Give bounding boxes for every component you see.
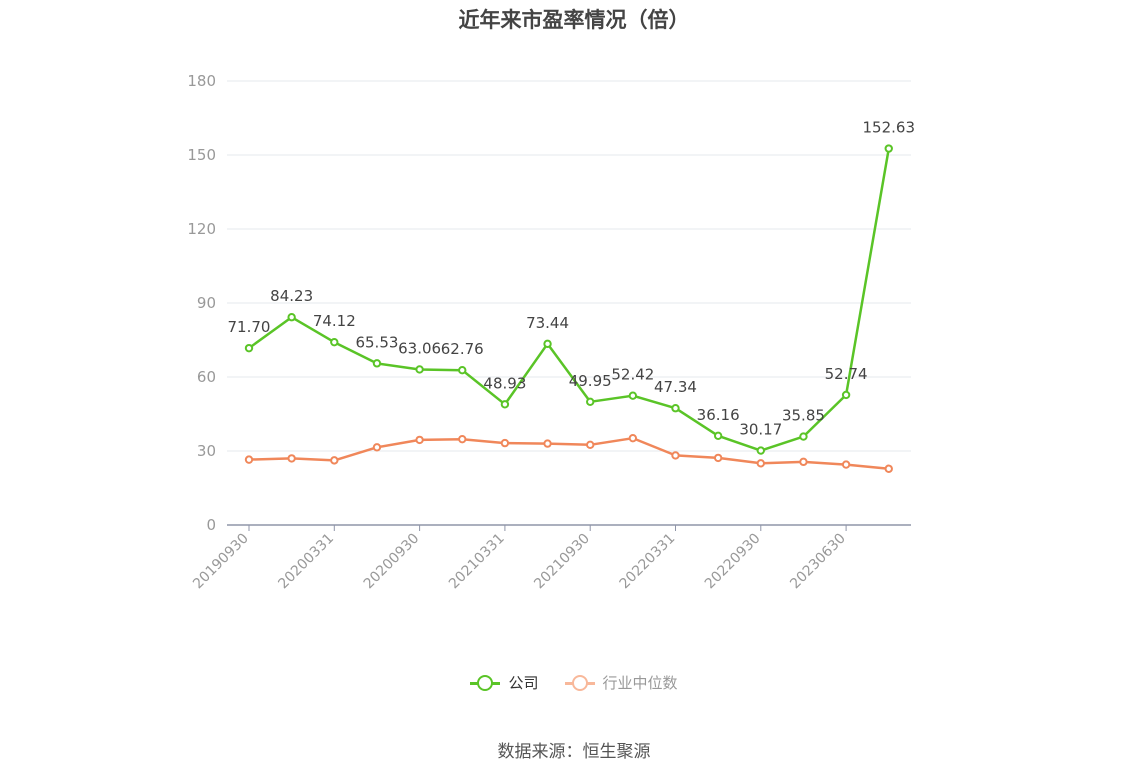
legend-company-label: 公司 bbox=[508, 674, 539, 692]
company-point bbox=[884, 144, 893, 153]
legend-item-industry-median[interactable]: 行业中位数 bbox=[564, 672, 678, 693]
grid-lines bbox=[227, 80, 911, 452]
company-data-label: 62.76 bbox=[441, 340, 484, 358]
industry-median-point bbox=[244, 455, 254, 464]
company-data-label: 49.95 bbox=[569, 372, 612, 390]
company-point bbox=[543, 339, 552, 349]
industry-median-point bbox=[458, 434, 467, 444]
industry-median-point bbox=[799, 457, 808, 467]
data-source: 数据来源：恒生聚源 bbox=[497, 742, 651, 762]
company-point bbox=[415, 365, 424, 374]
y-tick-label: 90 bbox=[197, 294, 216, 312]
industry-median-point bbox=[628, 433, 638, 443]
x-tick-label: 20200930 bbox=[361, 531, 423, 593]
company-point bbox=[458, 365, 467, 375]
series-lines bbox=[244, 144, 893, 473]
industry-median-point bbox=[713, 453, 723, 463]
company-point bbox=[628, 391, 638, 400]
x-tick-label: 20200331 bbox=[275, 531, 337, 593]
company-point bbox=[756, 446, 765, 455]
industry-median-point bbox=[330, 456, 339, 465]
x-tick-label: 20210331 bbox=[446, 531, 508, 593]
company-point bbox=[586, 397, 595, 406]
x-axis: 20190930 20200331 20200930 20210331 20210930… bbox=[190, 524, 911, 593]
legend-company-marker-icon bbox=[470, 674, 501, 691]
company-data-label: 52.42 bbox=[611, 366, 654, 384]
company-point bbox=[330, 337, 339, 347]
industry-median-point bbox=[586, 440, 595, 450]
industry-median-point bbox=[415, 435, 424, 445]
x-tick-label: 20190930 bbox=[190, 531, 252, 593]
x-tick-label: 20210930 bbox=[531, 531, 593, 593]
y-axis-tick-labels: 0 30 60 90 120 150 180 bbox=[187, 72, 216, 534]
legend-industry-label: 行业中位数 bbox=[602, 674, 678, 692]
company-data-label: 30.17 bbox=[739, 421, 782, 439]
legend: 公司 行业中位数 bbox=[0, 672, 1148, 693]
company-data-label: 47.34 bbox=[654, 378, 697, 396]
company-data-label: 84.23 bbox=[270, 287, 313, 305]
company-line bbox=[248, 148, 891, 452]
industry-median-point bbox=[500, 438, 510, 448]
x-tick-label: 20220930 bbox=[702, 531, 764, 593]
company-point bbox=[799, 432, 808, 441]
company-point bbox=[841, 390, 851, 400]
industry-median-point bbox=[756, 459, 765, 468]
company-point bbox=[713, 431, 723, 441]
company-data-label: 74.12 bbox=[313, 312, 356, 330]
company-data-label: 63.06 bbox=[398, 339, 441, 357]
legend-item-company[interactable]: 公司 bbox=[470, 672, 539, 693]
y-tick-label: 180 bbox=[187, 72, 216, 90]
y-tick-label: 120 bbox=[187, 220, 216, 238]
company-data-label: 48.93 bbox=[483, 374, 526, 392]
company-point bbox=[500, 400, 510, 409]
company-data-label: 35.85 bbox=[782, 407, 825, 425]
y-tick-label: 150 bbox=[187, 146, 216, 164]
company-data-label: 52.74 bbox=[825, 365, 868, 383]
company-point bbox=[244, 343, 254, 353]
y-tick-label: 0 bbox=[206, 516, 216, 534]
industry-median-point bbox=[671, 451, 680, 460]
company-point bbox=[287, 313, 296, 322]
industry-median-line bbox=[248, 436, 889, 471]
x-tick-label: 20230630 bbox=[787, 531, 849, 593]
industry-median-point bbox=[841, 460, 851, 469]
chart-title: 近年来市盈率情况（倍） bbox=[458, 8, 690, 32]
legend-industry-marker-icon bbox=[564, 674, 595, 691]
x-tick-label: 20220331 bbox=[617, 531, 679, 593]
company-data-label: 152.63 bbox=[863, 119, 916, 137]
industry-median-point bbox=[884, 464, 893, 473]
industry-median-point bbox=[287, 454, 296, 463]
company-point bbox=[372, 359, 382, 368]
y-tick-label: 60 bbox=[197, 368, 216, 386]
industry-median-point bbox=[543, 439, 552, 448]
company-data-label: 65.53 bbox=[355, 333, 398, 351]
company-data-label: 71.70 bbox=[228, 318, 271, 336]
y-tick-label: 30 bbox=[197, 442, 216, 460]
industry-median-point bbox=[372, 443, 382, 452]
company-point bbox=[671, 404, 680, 413]
company-data-label: 73.44 bbox=[526, 314, 569, 332]
company-data-label: 36.16 bbox=[697, 406, 740, 424]
